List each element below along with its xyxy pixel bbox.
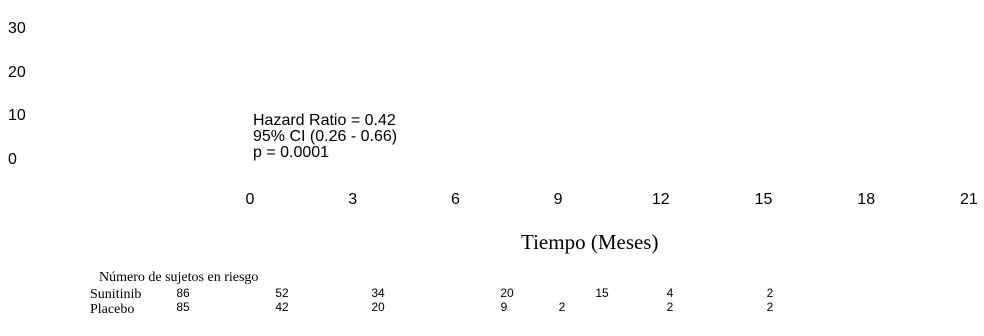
risk-table-cell: 2 [558,300,566,314]
y-tick-label: 20 [8,63,26,81]
risk-table-cell: 20 [500,286,514,300]
risk-table-cell: 4 [666,286,674,300]
hazard-ratio-annotation: Hazard Ratio = 0.42 95% CI (0.26 - 0.66)… [253,113,397,161]
x-tick-label: 21 [959,191,978,208]
x-tick-label: 3 [348,191,358,208]
x-tick-label: 15 [754,191,773,208]
p-value-text: p = 0.0001 [253,144,330,161]
x-tick-label: 9 [553,191,563,208]
risk-group-sunitinib-label: Sunitinib [90,287,142,302]
risk-table-cell: 15 [595,286,609,300]
risk-table-cell: 52 [275,286,289,300]
risk-table-cell: 9 [500,300,508,314]
risk-table-cell: 86 [176,286,190,300]
confidence-interval-text: 95% CI (0.26 - 0.66) [253,128,398,145]
risk-table-title: Número de sujetos en riesgo [99,270,259,285]
x-tick-label: 12 [651,191,670,208]
y-tick-label: 0 [8,150,17,168]
risk-table-cell: 85 [176,300,190,314]
risk-table-cell: 20 [371,300,385,314]
x-axis-label: Tiempo (Meses) [521,230,659,254]
x-tick-label: 0 [245,191,255,208]
risk-table-cell: 34 [371,286,385,300]
y-tick-label: 10 [8,107,26,124]
risk-table-cell: 2 [766,286,774,300]
x-tick-label: 18 [857,191,876,208]
risk-table-cell: 42 [275,300,289,314]
x-tick-label: 6 [450,191,460,208]
risk-table-cell: 2 [766,300,774,314]
y-tick-label: 30 [8,20,26,37]
hazard-ratio-text: Hazard Ratio = 0.42 [253,112,396,129]
risk-group-placebo-label: Placebo [90,302,135,317]
risk-table-cell: 2 [666,300,674,314]
